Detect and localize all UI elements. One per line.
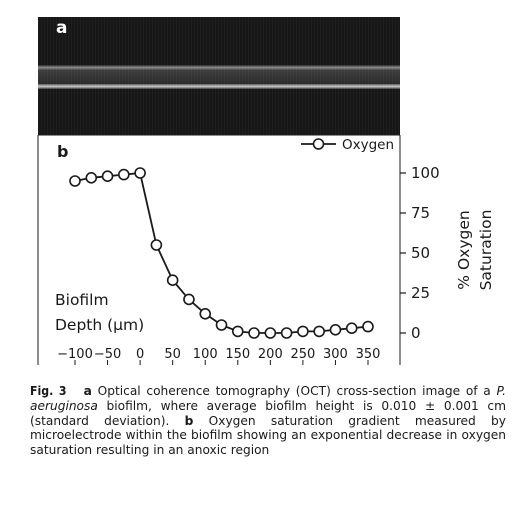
x-tick-label: 100 (193, 347, 218, 362)
oct-speckle-texture (38, 17, 400, 135)
panel-a-label: a (56, 18, 68, 38)
panel-b-label: b (57, 142, 68, 161)
oct-biofilm-body (38, 70, 400, 84)
oxygen-data-point (345, 322, 358, 335)
oxygen-data-point (329, 323, 342, 336)
oxygen-data-point (69, 175, 81, 187)
oxygen-data-point (101, 170, 114, 182)
oxygen-chart: b −100 −50 0 50 100 150 200 250 300 350 0 25 50 75 10… (37, 134, 495, 365)
caption-figure-label: Fig. 3 (30, 384, 67, 398)
legend: Oxygen (301, 137, 394, 153)
x-axis-label-line-2: Depth (μm) (55, 316, 144, 334)
y-tick-label: 75 (411, 204, 430, 222)
oxygen-data-point (297, 325, 309, 338)
x-tick-label: 0 (136, 347, 144, 362)
oxygen-data-point (215, 319, 228, 331)
oxygen-data-point (280, 327, 293, 339)
x-tick-label: −50 (94, 347, 121, 362)
legend-label-oxygen: Oxygen (342, 137, 394, 153)
x-tick-label: 50 (164, 347, 181, 362)
y-axis-label-line-1: % Oxygen (455, 210, 473, 289)
oxygen-data-point (199, 307, 212, 320)
x-axis-label-line-1: Biofilm (55, 291, 109, 309)
caption-part-a-label: a (83, 384, 92, 398)
oct-image-panel (38, 17, 400, 135)
x-tick-label: 200 (258, 347, 283, 362)
caption-part-a-text-2: biofilm, where average biofilm height is… (30, 398, 506, 428)
oxygen-data-point (166, 274, 179, 287)
figure-caption: Fig. 3 a Optical coherence tomography (O… (30, 384, 506, 458)
oxygen-data-point (231, 325, 244, 338)
oxygen-data-point (313, 325, 325, 338)
oxygen-data-point (183, 293, 195, 306)
oxygen-data-point (362, 320, 374, 333)
caption-part-b-text: Oxygen saturation gradient measured by m… (30, 413, 507, 458)
caption-organism: P. aeruginosa (30, 384, 506, 413)
y-tick-label: 50 (411, 244, 430, 262)
y-axis-label-line-2: Saturation (477, 210, 495, 291)
oxygen-data-point (248, 327, 260, 339)
oct-biofilm-top-surface (38, 65, 400, 70)
caption-part-a-text-1: Optical coherence tomography (OCT) cross… (97, 384, 497, 398)
x-tick-group: −100 −50 0 50 100 150 200 250 300 350 (57, 347, 380, 365)
oxygen-series-points (69, 167, 374, 339)
oxygen-data-point (118, 168, 130, 181)
x-tick-label: 300 (323, 347, 348, 362)
x-tick-label: 150 (225, 347, 250, 362)
y-tick-label: 0 (411, 324, 421, 342)
x-tick-label: −100 (57, 347, 93, 362)
oxygen-data-point (264, 327, 277, 339)
legend-marker (312, 138, 325, 150)
oxygen-data-point (85, 172, 98, 184)
oxygen-data-point (134, 167, 146, 179)
y-tick-group: 0 25 50 75 100 (400, 164, 440, 342)
y-tick-label: 100 (411, 164, 440, 182)
oct-substrate-surface (38, 84, 400, 89)
oxygen-data-point (150, 239, 163, 251)
x-tick-label: 250 (290, 347, 315, 362)
caption-part-b-label: b (184, 413, 194, 428)
x-tick-label: 350 (356, 347, 381, 362)
y-tick-label: 25 (411, 284, 430, 302)
